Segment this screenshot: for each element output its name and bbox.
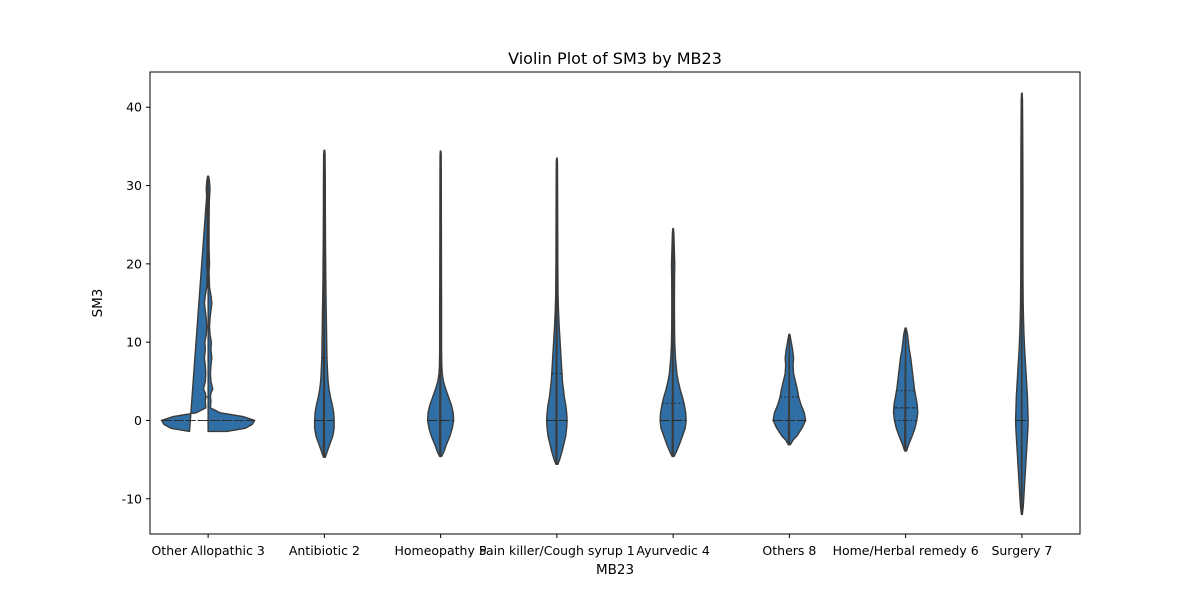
violin [1014, 92, 1029, 516]
x-tick-label: Surgery 7 [991, 543, 1052, 558]
x-axis-label: MB23 [596, 562, 634, 578]
violins-layer [160, 92, 1029, 516]
y-tick-label: 30 [126, 178, 142, 193]
violin-body [659, 227, 687, 458]
violin-body [313, 149, 335, 458]
y-axis-label: SM3 [90, 289, 106, 318]
violin [772, 333, 807, 446]
violin [313, 149, 335, 458]
x-axis: Other Allopathic 3 Antibiotic 2 Homeopathy… [151, 534, 1052, 558]
violin-body [892, 327, 919, 452]
y-tick-label: 40 [126, 100, 142, 115]
violin [545, 157, 568, 466]
x-tick-label: Others 8 [762, 543, 816, 558]
plot-frame [149, 71, 1081, 535]
y-tick-label: 20 [126, 256, 142, 271]
x-tick-label: Ayurvedic 4 [636, 543, 710, 558]
y-tick-label: 0 [134, 413, 142, 428]
violin-body [772, 333, 807, 446]
chart-title: Violin Plot of SM3 by MB23 [508, 49, 722, 68]
x-tick-label: Pain killer/Cough syrup 1 [479, 543, 635, 558]
violin [892, 327, 919, 452]
x-tick-label: Homeopathy 5 [394, 543, 486, 558]
violin-body [1014, 92, 1029, 516]
x-tick-label: Antibiotic 2 [289, 543, 360, 558]
violin [659, 227, 687, 458]
violin-body [160, 175, 256, 433]
y-tick-label: -10 [122, 491, 142, 506]
x-tick-label: Home/Herbal remedy 6 [833, 543, 979, 558]
x-tick-label: Other Allopathic 3 [151, 543, 264, 558]
y-axis: -10 0 10 20 30 40 [122, 100, 150, 506]
y-tick-label: 10 [126, 335, 142, 350]
violin [426, 150, 455, 458]
violin-body [426, 150, 455, 458]
violin-body [545, 157, 568, 466]
violin [160, 175, 256, 433]
